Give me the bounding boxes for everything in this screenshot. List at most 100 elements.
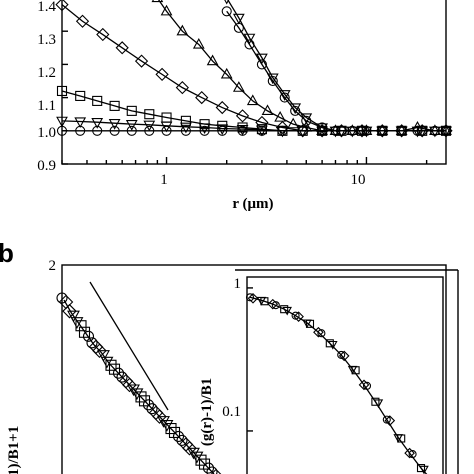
inset-point: [282, 306, 292, 316]
panel-a-point: [376, 124, 389, 135]
panel-b-point: [165, 422, 177, 435]
inset-ytick-label: 1: [234, 276, 242, 292]
panel-a-point: [155, 67, 169, 81]
panel-b-point: [182, 440, 197, 456]
inset-point: [382, 415, 391, 424]
panel-a-point: [161, 125, 172, 136]
inset-data: [245, 287, 429, 474]
panel-b-point: [206, 466, 218, 474]
panel-a-point: [261, 104, 274, 116]
panel-a-point: [198, 123, 211, 135]
panel-a-point: [56, 85, 68, 97]
panel-b: b 2 1)/B1+1 1 0.1 (g(r)-1)/B1: [0, 238, 459, 474]
panel-b-point: [135, 391, 147, 403]
panel-a-x-axis-label: r (μm): [232, 196, 273, 212]
panel-b-point: [190, 451, 204, 464]
panel-a-point: [143, 120, 156, 132]
panel-b-asymptote-line: [89, 281, 169, 411]
inset-point: [362, 381, 372, 390]
panel-b-point: [108, 363, 121, 375]
panel-b-point: [172, 430, 185, 443]
inset-point: [404, 447, 415, 459]
panel-a-point: [109, 100, 120, 111]
panel-a-point: [356, 126, 368, 138]
panel-a-ytick-label: 0.9: [37, 158, 56, 174]
inset-point: [371, 397, 380, 406]
panel-b-point: [122, 377, 137, 393]
panel-a-ytick-label: 1.3: [37, 32, 56, 48]
panel-b-point: [142, 399, 155, 411]
panel-a-point: [144, 125, 155, 136]
panel-a-point: [256, 53, 268, 65]
panel-b-point: [130, 388, 144, 401]
panel-a-point: [277, 125, 288, 136]
panel-b-point: [112, 367, 125, 379]
panel-a-xtick-label: 10: [351, 172, 366, 188]
panel-a-point: [220, 67, 233, 79]
panel-b-point: [116, 371, 128, 383]
panel-a-point: [440, 126, 452, 138]
inset-point: [328, 340, 338, 350]
panel-a-point: [278, 90, 291, 101]
panel-a-point: [160, 4, 173, 16]
panel-b-point: [160, 419, 174, 432]
panel-a-point: [275, 120, 290, 135]
inset-point: [373, 399, 384, 409]
panel-a-point: [215, 100, 229, 115]
panel-a-point: [276, 126, 289, 138]
panel-a-point: [206, 54, 219, 66]
inset-point: [293, 311, 304, 322]
inset-point: [305, 319, 315, 328]
panel-a-point: [91, 118, 104, 129]
panel-a-point: [246, 94, 259, 106]
panel-a-fit-line: [227, 0, 446, 132]
panel-a-point: [180, 125, 191, 136]
panel-a-fit-line: [61, 4, 446, 132]
panel-a-point: [377, 125, 388, 136]
panel-a-point: [300, 113, 313, 125]
panel-a-data: [55, 0, 453, 138]
inset-frame: [246, 276, 444, 474]
panel-a-point: [115, 41, 129, 55]
panel-a-point: [237, 125, 248, 136]
panel-b-point: [82, 330, 95, 342]
panel-a-ticks: [61, 30, 428, 165]
inset-point: [338, 350, 350, 362]
panel-a-ytick-label: 1.0: [37, 125, 56, 141]
panel-a-point: [125, 120, 138, 131]
panel-a-point: [144, 109, 155, 120]
inset-point: [317, 329, 326, 338]
panel-a-point: [416, 126, 429, 138]
panel-a-frame: [61, 0, 447, 165]
panel-b-point: [195, 454, 207, 466]
inset-point: [245, 293, 255, 302]
panel-b-data: [56, 281, 222, 474]
inset-point: [267, 298, 279, 310]
panel-a-point: [376, 126, 389, 138]
panel-a-point: [329, 126, 342, 138]
inset-point: [397, 434, 406, 443]
panel-a-point: [192, 37, 205, 49]
panel-a-point: [126, 125, 137, 136]
panel-a-point: [346, 124, 359, 135]
panel-a-point: [199, 125, 210, 136]
inset-point: [337, 350, 346, 359]
panel-a-point: [256, 59, 267, 70]
inset-point: [260, 297, 269, 306]
panel-a-point: [180, 115, 191, 126]
panel-b-point: [75, 320, 87, 332]
panel-a-point: [296, 126, 309, 138]
panel-a-point: [396, 125, 407, 136]
panel-a-point: [134, 54, 149, 68]
panel-b-point: [62, 303, 77, 319]
panel-a-point: [395, 124, 408, 135]
panel-b-point: [70, 317, 84, 329]
panel-a-point: [346, 126, 359, 138]
panel-b-point: [138, 395, 151, 407]
panel-a-point: [92, 125, 103, 136]
panel-a-point: [317, 125, 328, 136]
panel-b-frame: [61, 264, 447, 474]
panel-a-point: [235, 109, 250, 123]
panel-a-fit-line: [226, 10, 446, 132]
panel-a-point: [216, 124, 229, 136]
